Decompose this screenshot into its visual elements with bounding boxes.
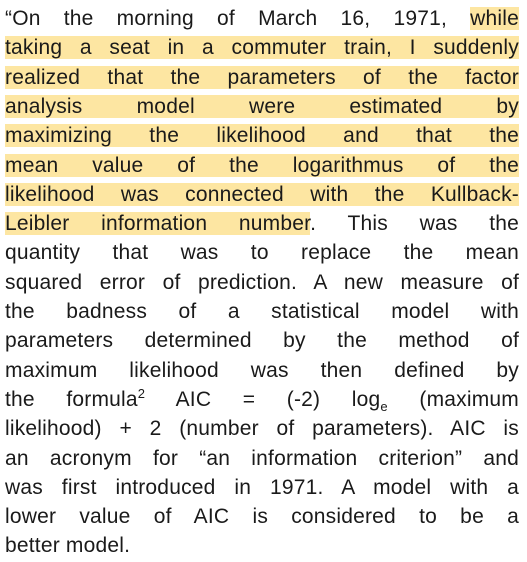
text: parameters determined by the method of [5, 329, 519, 353]
text-line: realized that the parameters of the fact… [5, 63, 519, 92]
text-line: lower value of AIC is considered to be a [5, 502, 519, 531]
text-line: squared error of prediction. A new measu… [5, 268, 519, 297]
text: AIC = (-2) log [145, 387, 381, 411]
text-line: mean value of the logarithmus of the [5, 151, 519, 180]
text-line: likelihood was connected with the Kullba… [5, 180, 519, 209]
text-line: maximum likelihood was then defined by [5, 356, 519, 385]
text-line: maximizing the likelihood and that the [5, 121, 519, 150]
highlighted-text: Leibler information number [5, 212, 311, 236]
text-line: was first introduced in 1971. A model wi… [5, 473, 519, 502]
text-line: analysis model were estimated by [5, 92, 519, 121]
text-line: Leibler information number. This was the [5, 209, 519, 238]
text-line: “On the morning of March 16, 1971, while [5, 4, 519, 33]
text-line: an acronym for “an information criterion… [5, 444, 519, 473]
text-line: better model. [5, 531, 519, 560]
text: quantity that was to replace the mean [5, 241, 519, 265]
text: an acronym for “an information criterion… [5, 446, 519, 470]
text: (maximum [387, 387, 519, 411]
text: was first introduced in 1971. A model wi… [5, 475, 519, 499]
text: maximum likelihood was then defined by [5, 358, 519, 382]
text-line: taking a seat in a commuter train, I sud… [5, 33, 519, 62]
text: the badness of a statistical model with [5, 300, 519, 323]
text-line: quantity that was to replace the mean [5, 238, 519, 267]
text: . This was the [310, 212, 520, 236]
text: the formula [5, 387, 138, 411]
highlighted-text: maximizing the likelihood and that the [5, 124, 519, 148]
text: “On the morning of March 16, 1971, [5, 7, 471, 30]
highlighted-text: realized that the parameters of the fact… [5, 65, 519, 89]
text: likelihood) + 2 (number of parameters). … [5, 417, 519, 441]
text: 2 [137, 385, 146, 401]
text: e [380, 399, 388, 415]
highlighted-text: while [470, 7, 519, 30]
text-line: likelihood) + 2 (number of parameters). … [5, 414, 519, 443]
highlighted-text: likelihood was connected with the Kullba… [5, 182, 519, 206]
text-line: the badness of a statistical model with [5, 297, 519, 326]
highlighted-text: taking a seat in a commuter train, I sud… [5, 36, 519, 60]
text-line: the formula2 AIC = (-2) loge (maximum [5, 385, 519, 414]
highlighted-text: mean value of the logarithmus of the [5, 153, 519, 177]
text: lower value of AIC is considered to be a [5, 505, 519, 529]
text: squared error of prediction. A new measu… [5, 270, 519, 294]
text-line: parameters determined by the method of [5, 326, 519, 355]
text: better model. [5, 534, 131, 558]
highlighted-text: analysis model were estimated by [5, 94, 519, 118]
